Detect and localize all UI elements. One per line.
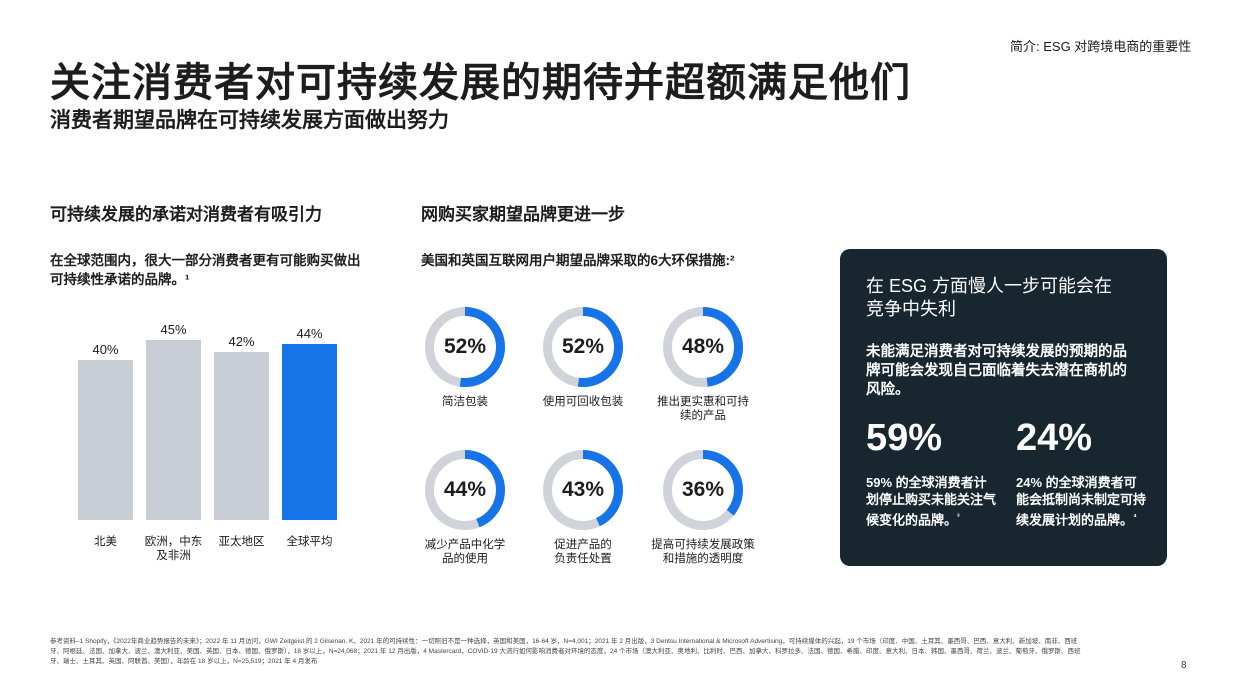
donut-item-2: 52% 使用可回收包装	[528, 305, 638, 409]
page-number: 8	[1181, 660, 1187, 671]
bar-1	[78, 360, 133, 520]
donut-label-line: 负责任处置	[554, 553, 612, 565]
donut-arc	[663, 450, 743, 530]
stat-text-59-note: ³	[957, 512, 960, 521]
bar-2	[146, 340, 201, 520]
donut-arc	[663, 307, 743, 387]
donut-item-6: 36% 提高可持续发展政策 和措施的透明度	[648, 448, 758, 566]
stat-value-59: 59%	[866, 417, 943, 459]
donut-chart-5	[543, 450, 623, 530]
bar-category-label-3: 亚太地区	[219, 535, 265, 548]
section-label: 简介: ESG 对跨境电商的重要性	[1010, 39, 1192, 54]
donut-label: 使用可回收包装	[528, 395, 638, 409]
donut-item-5: 43% 促进产品的负责任处置	[528, 448, 638, 566]
donut-label-line: 促进产品的	[554, 539, 612, 551]
bar-4	[282, 344, 337, 520]
donut-chart-4	[425, 450, 505, 530]
donut-label: 推出更实惠和可持 续的产品	[648, 395, 758, 423]
donut-arc	[543, 450, 623, 530]
bar-category-label-2: 欧洲，中东	[145, 535, 203, 548]
donut-arc	[425, 450, 505, 530]
risk-card: 在 ESG 方面慢人一步可能会在竞争中失利 未能满足消费者对可持续发展的预期的品…	[840, 249, 1167, 566]
page-subtitle: 消费者期望品牌在可持续发展方面做出努力	[50, 109, 449, 132]
donut-chart-1	[425, 307, 505, 387]
page-title: 关注消费者对可持续发展的期待并超额满足他们	[50, 61, 911, 105]
donut-value: 52%	[443, 335, 487, 358]
donut-item-1: 52% 简洁包装	[410, 305, 520, 409]
donut-label: 简洁包装	[410, 395, 520, 409]
donut-arc	[543, 307, 623, 387]
bar-category-label-2: 及非洲	[156, 549, 191, 562]
middle-column-heading: 网购买家期望品牌更进一步	[421, 205, 625, 224]
donut-label-line: 提高可持续发展政策	[651, 539, 755, 551]
donut-label-line: 品的使用	[442, 553, 488, 565]
stat-value-24: 24%	[1016, 417, 1093, 459]
stat-text-24-body: 24% 的全球消费者可能会抵制尚未制定可持续发展计划的品牌。	[1016, 475, 1147, 528]
footnote: 参考资料–1 Shopify，《2022年商业趋势报告的未来》；2022 年 1…	[50, 638, 1081, 665]
bar-value-label-3: 42%	[228, 334, 254, 349]
donut-value: 48%	[681, 335, 725, 358]
bar-value-label-2: 45%	[160, 325, 186, 337]
bar-value-label-1: 40%	[92, 342, 118, 357]
donut-chart-6	[663, 450, 743, 530]
donut-grid: 52% 简洁包装 52% 使用可回收包装 48% 推出更实惠和可持 续的产品 44% 减少产品中…	[410, 305, 790, 575]
donut-label-line: 使用可回收包装	[542, 396, 624, 408]
card-description: 未能满足消费者对可持续发展的预期的品牌可能会发现自己面临着失去潜在商机的风险。	[866, 344, 1127, 398]
bar-category-label-1: 北美	[94, 534, 117, 548]
stat-text-24: 24% 的全球消费者可能会抵制尚未制定可持续发展计划的品牌。⁴	[1016, 474, 1146, 528]
donut-chart-3	[663, 307, 743, 387]
donut-label: 减少产品中化学 品的使用	[410, 538, 520, 566]
donut-label-line: 和措施的透明度	[662, 553, 744, 565]
stat-text-24-note: ⁴	[1133, 512, 1137, 521]
donut-label-line: 减少产品中化学	[424, 539, 506, 551]
bar-category-label-4: 全球平均	[287, 534, 333, 548]
donut-label-line: 推出更实惠和可持	[657, 396, 749, 408]
middle-column-description: 美国和英国互联网用户期望品牌采取的6大环保措施:²	[421, 253, 735, 268]
donut-value: 44%	[443, 478, 487, 501]
left-column-description: 在全球范围内，很大一部分消费者更有可能购买做出可持续性承诺的品牌。¹	[50, 253, 361, 287]
donut-arc	[425, 307, 505, 387]
stat-text-59: 59% 的全球消费者计划停止购买未能关注气候变化的品牌。³	[866, 474, 996, 528]
donut-label-line: 简洁包装	[442, 396, 488, 408]
donut-label: 促进产品的负责任处置	[528, 538, 638, 566]
left-column-heading: 可持续发展的承诺对消费者有吸引力	[50, 205, 322, 224]
card-title: 在 ESG 方面慢人一步可能会在竞争中失利	[866, 276, 1113, 319]
donut-value: 36%	[681, 478, 725, 501]
donut-label-line: 续的产品	[680, 410, 726, 422]
donut-value: 43%	[561, 478, 605, 501]
donut-item-3: 48% 推出更实惠和可持 续的产品	[648, 305, 758, 423]
donut-chart-2	[543, 307, 623, 387]
bar-value-label-4: 44%	[296, 326, 322, 341]
donut-item-4: 44% 减少产品中化学 品的使用	[410, 448, 520, 566]
stat-text-59-body: 59% 的全球消费者计划停止购买未能关注气候变化的品牌。	[866, 475, 997, 528]
donut-label: 提高可持续发展政策 和措施的透明度	[648, 538, 758, 566]
bar-3	[214, 352, 269, 520]
donut-value: 52%	[561, 335, 605, 358]
